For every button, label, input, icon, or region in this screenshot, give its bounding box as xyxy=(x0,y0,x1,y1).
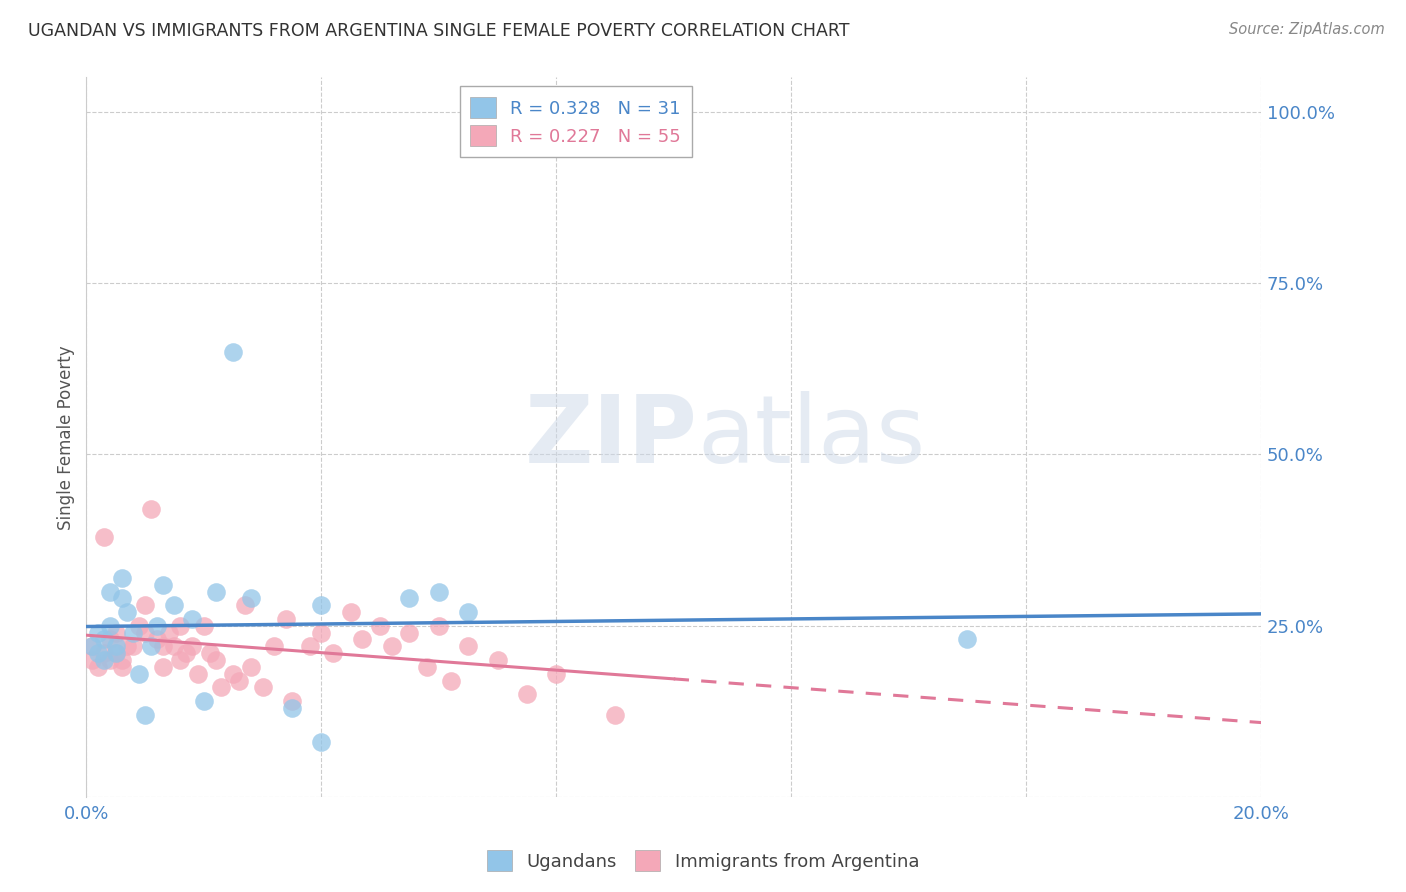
Point xyxy=(134,625,156,640)
Point xyxy=(298,640,321,654)
Point xyxy=(239,660,262,674)
Point xyxy=(416,660,439,674)
Point xyxy=(311,599,333,613)
Y-axis label: Single Female Poverty: Single Female Poverty xyxy=(58,345,75,530)
Point xyxy=(110,591,132,606)
Point xyxy=(152,660,174,674)
Point xyxy=(98,584,121,599)
Point xyxy=(82,640,104,654)
Point xyxy=(152,577,174,591)
Point xyxy=(311,735,333,749)
Point xyxy=(169,653,191,667)
Point xyxy=(146,619,169,633)
Point xyxy=(163,640,186,654)
Point xyxy=(93,530,115,544)
Point xyxy=(311,625,333,640)
Text: atlas: atlas xyxy=(697,392,925,483)
Point xyxy=(516,687,538,701)
Point xyxy=(439,673,461,688)
Point xyxy=(174,646,197,660)
Point xyxy=(110,653,132,667)
Point xyxy=(209,681,232,695)
Point xyxy=(239,591,262,606)
Point xyxy=(134,707,156,722)
Point xyxy=(222,666,245,681)
Point xyxy=(98,653,121,667)
Point xyxy=(93,646,115,660)
Point xyxy=(204,584,226,599)
Point xyxy=(181,612,204,626)
Point xyxy=(87,646,110,660)
Point xyxy=(204,653,226,667)
Point xyxy=(603,707,626,722)
Point xyxy=(93,653,115,667)
Point xyxy=(368,619,391,633)
Point xyxy=(93,632,115,647)
Point xyxy=(82,640,104,654)
Point xyxy=(157,625,180,640)
Point xyxy=(398,625,420,640)
Point xyxy=(222,344,245,359)
Point xyxy=(398,591,420,606)
Point xyxy=(281,701,304,715)
Text: ZIP: ZIP xyxy=(524,392,697,483)
Point xyxy=(139,502,162,516)
Point xyxy=(228,673,250,688)
Point xyxy=(117,640,139,654)
Point xyxy=(87,660,110,674)
Point xyxy=(233,599,256,613)
Point xyxy=(263,640,285,654)
Point xyxy=(98,632,121,647)
Point xyxy=(104,640,127,654)
Legend: Ugandans, Immigrants from Argentina: Ugandans, Immigrants from Argentina xyxy=(479,843,927,879)
Point xyxy=(110,571,132,585)
Point xyxy=(152,640,174,654)
Point xyxy=(122,625,145,640)
Point xyxy=(457,605,479,619)
Point xyxy=(427,619,450,633)
Point xyxy=(187,666,209,681)
Point xyxy=(486,653,509,667)
Point xyxy=(322,646,344,660)
Legend: R = 0.328   N = 31, R = 0.227   N = 55: R = 0.328 N = 31, R = 0.227 N = 55 xyxy=(460,87,692,157)
Point xyxy=(82,653,104,667)
Point xyxy=(457,640,479,654)
Point xyxy=(128,666,150,681)
Point xyxy=(146,632,169,647)
Point xyxy=(169,619,191,633)
Point xyxy=(427,584,450,599)
Point xyxy=(281,694,304,708)
Point xyxy=(274,612,297,626)
Text: Source: ZipAtlas.com: Source: ZipAtlas.com xyxy=(1229,22,1385,37)
Point xyxy=(193,694,215,708)
Point xyxy=(252,681,274,695)
Point xyxy=(163,599,186,613)
Point xyxy=(128,619,150,633)
Text: UGANDAN VS IMMIGRANTS FROM ARGENTINA SINGLE FEMALE POVERTY CORRELATION CHART: UGANDAN VS IMMIGRANTS FROM ARGENTINA SIN… xyxy=(28,22,849,40)
Point xyxy=(181,640,204,654)
Point xyxy=(381,640,404,654)
Point xyxy=(352,632,374,647)
Point xyxy=(956,632,979,647)
Point xyxy=(110,660,132,674)
Point xyxy=(104,646,127,660)
Point xyxy=(139,640,162,654)
Point xyxy=(104,625,127,640)
Point xyxy=(546,666,568,681)
Point xyxy=(98,619,121,633)
Point xyxy=(87,625,110,640)
Point xyxy=(134,599,156,613)
Point xyxy=(122,640,145,654)
Point xyxy=(193,619,215,633)
Point xyxy=(198,646,221,660)
Point xyxy=(104,646,127,660)
Point xyxy=(117,605,139,619)
Point xyxy=(339,605,361,619)
